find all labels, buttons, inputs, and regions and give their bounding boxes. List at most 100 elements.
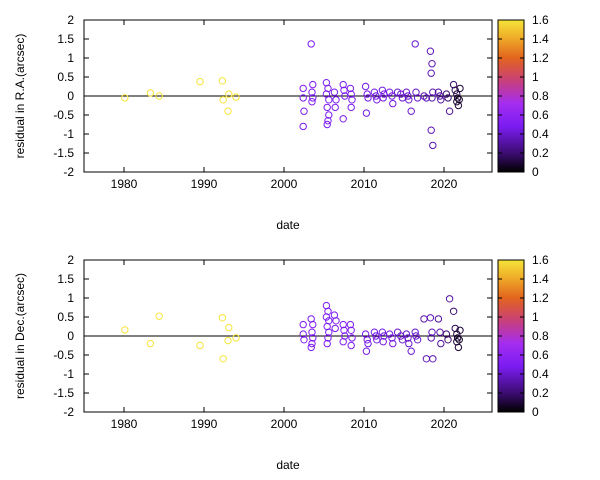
y-tick-label: -1.5 <box>53 386 74 400</box>
dec-residual-panel: 1980 1990 2000 2010 2020 -2 -1.5 -1 -0.5 0 0.5 1 1.5… <box>13 253 549 472</box>
data-point <box>309 80 317 89</box>
data-point <box>413 336 422 344</box>
data-point <box>155 312 163 320</box>
data-point <box>404 334 412 342</box>
y-tick-label: -0.5 <box>53 348 74 362</box>
data-point <box>370 328 379 336</box>
x-tick-label: 2020 <box>431 177 458 191</box>
colorbar-tick-label: 0.8 <box>532 329 549 343</box>
data-point <box>324 334 332 342</box>
data-point <box>389 339 397 348</box>
data-point <box>454 343 463 352</box>
data-point <box>347 326 355 334</box>
data-point <box>434 88 443 96</box>
data-point <box>347 103 355 112</box>
data-point <box>219 355 227 363</box>
axis-ticks: 1980 1990 2000 2010 2020 -2 -1.5 -1 -0.5 0 0.5 1 1.5… <box>53 13 492 191</box>
y-tick-label: -0.5 <box>53 108 74 122</box>
x-tick-label: 1990 <box>191 417 218 431</box>
data-point <box>363 90 371 98</box>
x-tick-label: 2000 <box>271 177 298 191</box>
data-point <box>300 336 308 344</box>
data-point <box>121 326 129 334</box>
y-tick-label: -1.5 <box>53 146 74 160</box>
data-point <box>389 99 397 108</box>
y-tick-label: 0.5 <box>57 310 74 324</box>
data-point <box>331 324 339 333</box>
data-point <box>411 328 419 336</box>
data-point <box>455 96 463 104</box>
colorbar-tick-label: 1.2 <box>532 291 549 305</box>
data-point <box>451 86 459 95</box>
x-tick-label: 2010 <box>351 417 378 431</box>
data-point <box>348 96 356 104</box>
data-point <box>224 107 232 115</box>
data-point <box>309 94 317 102</box>
data-point <box>445 107 454 115</box>
data-point <box>413 94 422 102</box>
y-tick-label: 1.5 <box>57 272 74 286</box>
data-point <box>332 317 340 325</box>
colorbar-tick-label: 1.2 <box>532 51 549 65</box>
data-point <box>429 355 437 363</box>
data-point <box>224 336 232 345</box>
data-point <box>427 334 435 342</box>
data-point <box>146 339 155 348</box>
data-point <box>339 320 347 329</box>
colorbar-tick-label: 0.4 <box>532 127 549 141</box>
data-point <box>404 92 412 100</box>
data-point <box>232 93 240 101</box>
data-point <box>385 88 394 96</box>
data-point <box>323 103 331 112</box>
data-point <box>455 336 463 344</box>
data-point <box>388 92 396 100</box>
y-tick-label: -2 <box>63 405 74 419</box>
data-point <box>346 84 355 93</box>
axis-ticks: 1980 1990 2000 2010 2020 -2 -1.5 -1 -0.5 0 0.5 1 1.5… <box>53 253 492 431</box>
data-point <box>429 141 437 150</box>
data-point <box>453 334 462 342</box>
data-point <box>428 328 436 336</box>
data-point <box>309 320 317 329</box>
data-point <box>454 101 463 110</box>
data-point <box>307 343 315 352</box>
data-point <box>444 336 452 344</box>
data-point <box>325 111 333 119</box>
data-point <box>437 96 445 104</box>
data-point <box>372 332 380 340</box>
colorbar-tick-label: 0.4 <box>532 367 549 381</box>
data-point <box>121 94 129 102</box>
data-point <box>436 92 444 100</box>
colorbar-tick-label: 1.4 <box>532 272 549 286</box>
data-point <box>407 107 415 115</box>
data-point <box>422 355 431 363</box>
data-point <box>372 92 380 100</box>
colorbar-tick-label: 1.6 <box>532 253 549 267</box>
x-tick-label: 2020 <box>431 417 458 431</box>
colorbar-ticks: 0 0.2 0.4 0.6 0.8 1 1.2 1.4 1.6 <box>498 13 549 179</box>
data-point <box>405 96 413 104</box>
data-point <box>232 334 240 342</box>
data-point <box>322 313 331 321</box>
y-axis-label: residual in Dec.(arcsec) <box>13 273 27 399</box>
data-point <box>373 336 381 344</box>
data-point <box>219 96 227 104</box>
data-point <box>324 117 332 125</box>
data-point <box>364 339 372 348</box>
colorbar-tick-label: 0.2 <box>532 386 549 400</box>
x-tick-label: 1980 <box>111 177 138 191</box>
data-point <box>373 96 381 104</box>
colorbar <box>497 259 525 413</box>
data-point <box>444 94 452 102</box>
data-point <box>218 314 227 322</box>
y-tick-label: 1 <box>67 291 74 305</box>
data-point <box>449 307 458 315</box>
y-tick-label: -2 <box>63 165 74 179</box>
data-point <box>456 84 464 93</box>
data-point <box>299 320 307 329</box>
data-point <box>362 109 371 117</box>
data-point <box>340 326 348 334</box>
data-point <box>347 90 355 98</box>
data-point <box>196 341 204 350</box>
data-point <box>196 77 204 86</box>
